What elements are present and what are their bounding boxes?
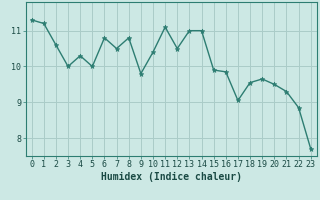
X-axis label: Humidex (Indice chaleur): Humidex (Indice chaleur) [101,172,242,182]
